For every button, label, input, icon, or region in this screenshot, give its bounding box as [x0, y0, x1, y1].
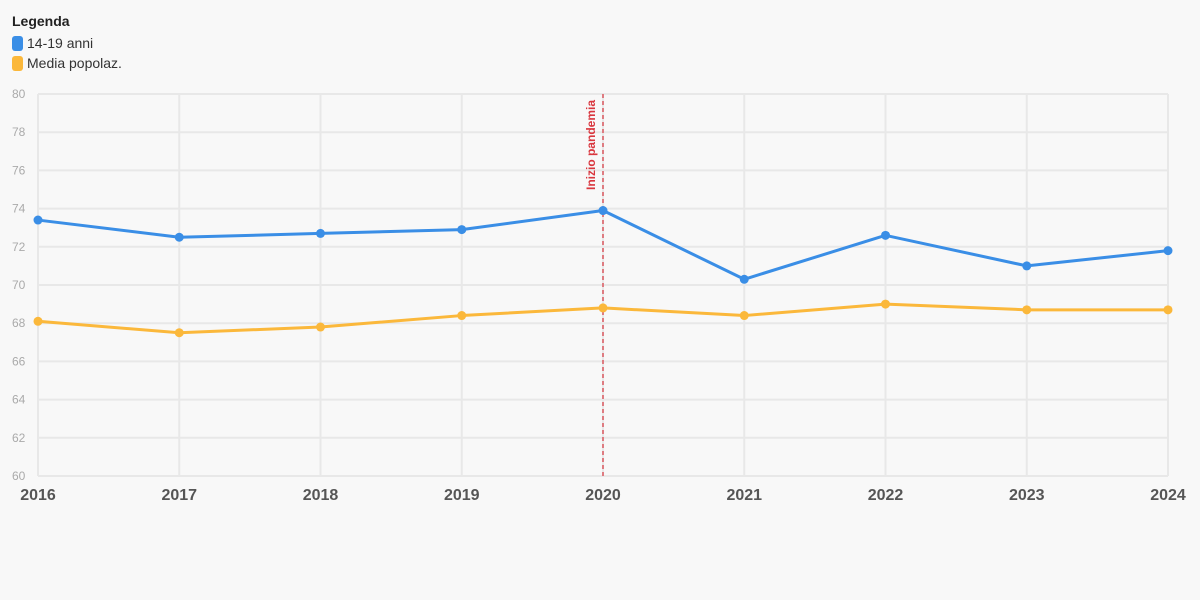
data-point-series-1 [739, 274, 749, 284]
data-point-series-2 [1022, 305, 1032, 315]
data-point-series-1 [1163, 246, 1173, 256]
data-point-series-1 [316, 228, 325, 238]
legend-swatch-series-2 [12, 55, 23, 71]
y-tick-label: 76 [12, 163, 26, 177]
legend-label-series-2: Media popolaz. [27, 55, 122, 71]
legend-label-series-1: 14-19 anni [27, 35, 94, 51]
y-tick-label: 70 [12, 278, 26, 292]
legend-title: Legenda [12, 13, 70, 29]
y-tick-label: 66 [12, 354, 26, 368]
data-point-series-1 [457, 225, 467, 235]
data-point-series-2 [316, 322, 325, 332]
x-tick-label: 2016 [20, 487, 56, 504]
annotation-label: Inizio pandemia [584, 100, 598, 190]
x-tick-label: 2024 [1150, 487, 1186, 504]
data-point-series-2 [739, 311, 749, 321]
data-point-series-1 [1022, 261, 1032, 271]
legend-item-series-1[interactable]: 14-19 anni [12, 33, 122, 53]
y-tick-label: 68 [12, 316, 26, 330]
x-tick-label: 2023 [1009, 487, 1045, 504]
x-tick-label: 2017 [161, 487, 197, 504]
data-point-series-2 [598, 303, 608, 313]
x-tick-label: 2022 [868, 487, 904, 504]
data-point-series-2 [457, 311, 467, 321]
x-tick-label: 2021 [726, 487, 762, 504]
x-tick-label: 2018 [303, 487, 339, 504]
data-point-series-2 [174, 328, 184, 338]
y-tick-label: 74 [12, 202, 26, 216]
y-tick-label: 72 [12, 240, 26, 254]
y-tick-label: 78 [12, 125, 26, 139]
y-tick-label: 60 [12, 469, 26, 483]
data-point-series-2 [881, 299, 890, 309]
data-point-series-1 [174, 232, 184, 242]
legend-swatch-series-1 [12, 35, 23, 51]
data-point-series-2 [33, 316, 43, 326]
x-tick-label: 2020 [585, 487, 621, 504]
y-tick-label: 62 [12, 431, 26, 445]
x-tick-label: 2019 [444, 487, 480, 504]
data-point-series-1 [33, 215, 43, 225]
data-point-series-2 [1163, 305, 1173, 315]
legend-item-series-2[interactable]: Media popolaz. [12, 53, 122, 73]
y-tick-label: 80 [12, 87, 26, 101]
data-point-series-1 [881, 230, 890, 240]
legend: Legenda 14-19 anni Media popolaz. [12, 12, 122, 73]
data-point-series-1 [598, 206, 608, 216]
y-tick-label: 64 [12, 393, 26, 407]
